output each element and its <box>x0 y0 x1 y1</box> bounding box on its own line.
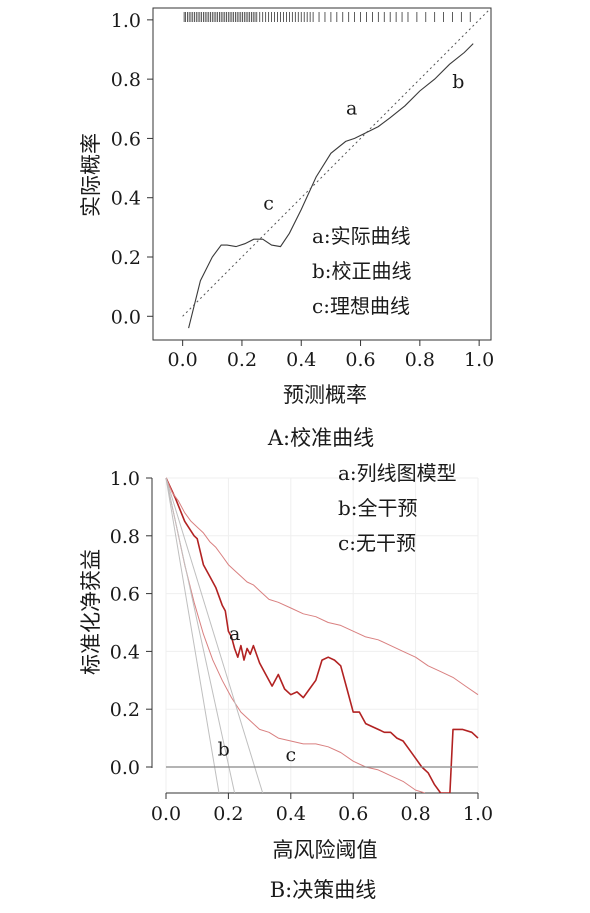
calibration-plot-frame <box>152 7 492 341</box>
calibration-legend: a:实际曲线 b:校正曲线 c:理想曲线 <box>312 224 412 318</box>
decision-y-tick-label: 0.0 <box>110 757 140 779</box>
decision-y-tick-label: 0.6 <box>110 584 140 606</box>
calibration-x-tick-label: 1.0 <box>464 349 494 371</box>
calibration-curve-letter: c <box>263 193 274 215</box>
calibration-caption: A:校准曲线 <box>267 426 374 450</box>
decision-y-tick-label: 0.8 <box>110 526 140 548</box>
calibration-y-ticks: 0.0 0.2 0.4 0.6 0.8 1.0 <box>111 10 153 328</box>
decision-curve-letter: a <box>229 623 240 645</box>
decision-y-axis-title: 标准化净获益 <box>79 549 103 675</box>
decision-x-ticks: 0.0 0.2 0.4 0.6 0.8 1.0 <box>151 793 493 825</box>
calibration-annotations: a b c <box>263 71 464 215</box>
calibration-x-tick-label: 0.4 <box>286 349 316 371</box>
calibration-y-tick-label: 0.2 <box>111 247 141 269</box>
decision-line-nomogram_upper <box>165 477 479 696</box>
calibration-y-tick-label: 1.0 <box>111 10 141 32</box>
calibration-y-tick-label: 0.8 <box>111 69 141 91</box>
calibration-legend-entry: b:校正曲线 <box>312 259 412 283</box>
decision-line-treat_all_alt1 <box>165 477 236 793</box>
calibration-x-tick-label: 0.8 <box>405 349 435 371</box>
calibration-y-tick-label: 0.4 <box>111 188 141 210</box>
calibration-x-tick-label: 0.2 <box>227 349 257 371</box>
decision-line-treat_all_alt2 <box>165 477 264 793</box>
decision-curve-letter: c <box>285 744 296 766</box>
decision-y-ticks: 0.0 0.2 0.4 0.6 0.8 1.0 <box>110 468 152 779</box>
calibration-line-apparent <box>188 43 474 329</box>
calibration-x-tick-label: 0.0 <box>168 349 198 371</box>
decision-legend-entry: b:全干预 <box>338 496 418 520</box>
decision-x-tick-label: 0.4 <box>276 803 306 825</box>
decision-y-tick-label: 0.2 <box>110 699 140 721</box>
calibration-x-tick-label: 0.6 <box>345 349 375 371</box>
decision-x-tick-label: 0.6 <box>338 803 368 825</box>
decision-curve-letter: b <box>218 738 230 760</box>
decision-x-tick-label: 0.8 <box>400 803 430 825</box>
calibration-x-axis-title: 预测概率 <box>283 383 367 407</box>
calibration-curve-letter: a <box>346 98 357 120</box>
calibration-rug <box>183 12 471 22</box>
calibration-y-tick-label: 0.6 <box>111 128 141 150</box>
decision-annotations: a b c <box>218 623 296 766</box>
decision-curve-panel: 0.0 0.2 0.4 0.6 0.8 1.0 0.0 0.2 0.4 0.6 0.8 1.0 a b… <box>79 461 493 902</box>
decision-legend: a:列线图模型 b:全干预 c:无干预 <box>338 461 457 555</box>
calibration-curve-letter: b <box>452 71 464 93</box>
calibration-x-ticks: 0.0 0.2 0.4 0.6 0.8 1.0 <box>168 340 494 371</box>
decision-y-tick-label: 1.0 <box>110 468 140 490</box>
decision-legend-entry: c:无干预 <box>338 531 416 555</box>
decision-series <box>165 477 479 793</box>
decision-y-tick-label: 0.4 <box>110 641 140 663</box>
decision-line-nomogram_lower <box>165 477 426 793</box>
decision-line-treat_all <box>165 477 220 793</box>
decision-caption: B:决策曲线 <box>270 878 377 902</box>
decision-x-axis-title: 高风险阈值 <box>273 838 378 862</box>
decision-legend-entry: a:列线图模型 <box>338 461 457 485</box>
calibration-y-axis-title: 实际概率 <box>79 133 103 217</box>
decision-x-tick-label: 0.2 <box>213 803 243 825</box>
calibration-panel: 0.0 0.2 0.4 0.6 0.8 1.0 0.0 0.2 0.4 0.6 0.8 1.0 a b… <box>79 7 494 450</box>
decision-x-tick-label: 0.0 <box>151 803 181 825</box>
calibration-legend-entry: a:实际曲线 <box>312 224 411 248</box>
calibration-legend-entry: c:理想曲线 <box>312 294 410 318</box>
calibration-series <box>182 7 492 329</box>
calibration-y-tick-label: 0.0 <box>111 306 141 328</box>
decision-x-tick-label: 1.0 <box>463 803 493 825</box>
